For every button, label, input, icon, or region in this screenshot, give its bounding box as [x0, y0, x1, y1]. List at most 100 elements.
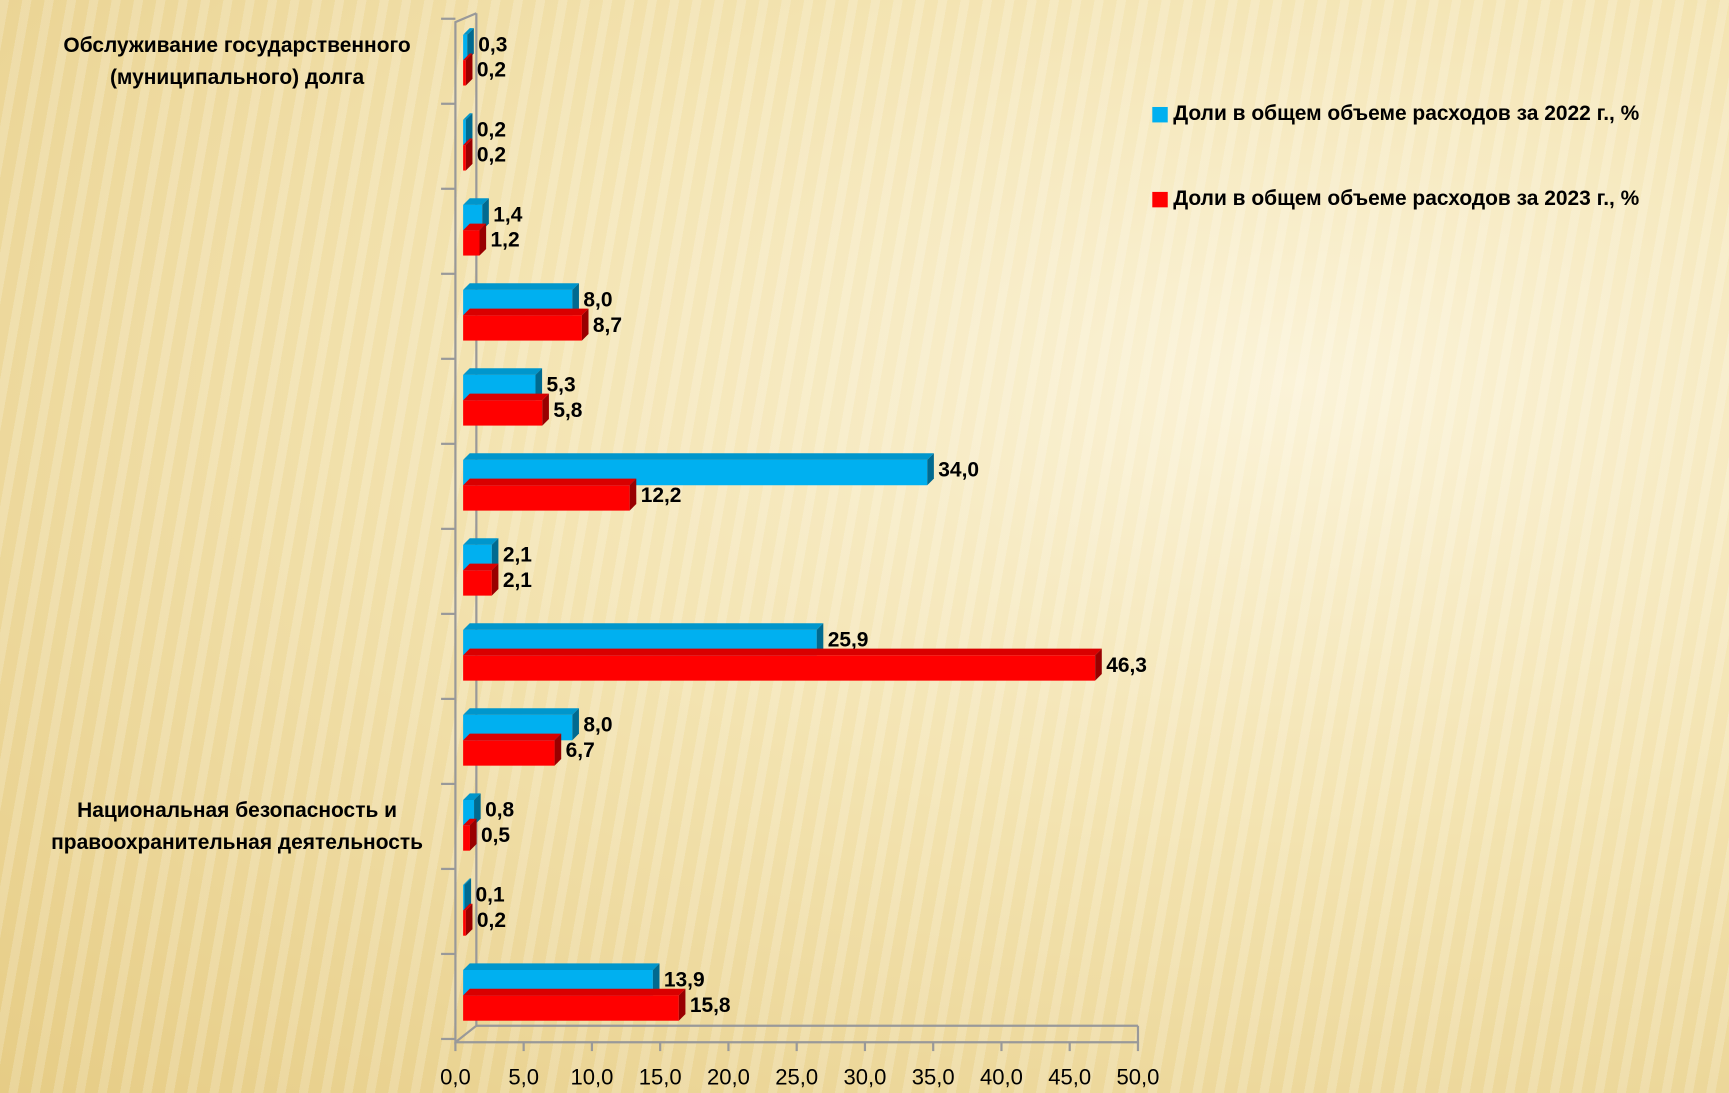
bar-side	[482, 198, 489, 231]
bar-front	[463, 740, 555, 766]
bar-front	[463, 655, 1096, 681]
bar	[463, 793, 481, 826]
x-tick-label: 15,0	[639, 1064, 682, 1089]
bar-top	[463, 818, 477, 826]
x-tick-label: 0,0	[440, 1064, 471, 1089]
y-tick-label: Национальная безопасность и правоохраните…	[51, 799, 423, 854]
data-label: 5,8	[553, 399, 582, 422]
data-label: 5,3	[547, 373, 576, 396]
legend-swatch	[1152, 191, 1168, 208]
x-tick-label: 45,0	[1048, 1064, 1091, 1089]
data-label: 2,1	[503, 543, 532, 566]
bar-side	[464, 878, 472, 911]
bar-side	[572, 708, 579, 741]
bar-top	[463, 138, 473, 146]
bar-front	[463, 825, 470, 851]
bar-side	[535, 368, 543, 401]
bar-top	[463, 283, 579, 290]
x-tick-label: 35,0	[912, 1064, 955, 1089]
x-tick-label: 5,0	[508, 1064, 539, 1089]
data-label: 0,8	[485, 799, 514, 822]
bar-side	[465, 53, 473, 86]
data-label: 2,1	[503, 569, 532, 592]
data-label: 0,2	[477, 59, 506, 82]
data-label: 12,2	[641, 484, 682, 507]
data-label: 1,2	[491, 229, 520, 252]
bar-top	[463, 988, 686, 996]
data-label: 6,7	[566, 739, 595, 762]
bar-front	[463, 995, 679, 1021]
bar-side	[479, 223, 487, 256]
data-label: 8,0	[583, 288, 612, 311]
data-label: 46,3	[1106, 654, 1147, 677]
data-label: 1,4	[493, 203, 522, 226]
bar-front	[463, 34, 468, 61]
bar	[463, 393, 549, 426]
bar-side	[467, 28, 474, 61]
bar-side	[927, 453, 934, 486]
data-label: 8,7	[593, 314, 622, 337]
bar-front	[463, 400, 543, 426]
x-tick-label: 10,0	[570, 1064, 613, 1089]
x-tick-label: 20,0	[707, 1064, 750, 1089]
bar	[463, 453, 934, 486]
bar-side	[465, 903, 473, 936]
bar-top	[463, 478, 637, 486]
data-label: 25,9	[828, 628, 869, 651]
bar-top	[463, 308, 589, 316]
bar-side	[572, 283, 579, 316]
bar-top	[463, 623, 824, 630]
label-line: правоохранительная деятельность	[51, 830, 423, 853]
bar-side	[816, 623, 824, 656]
data-label: 15,8	[690, 994, 731, 1017]
axis-frame	[454, 12, 1140, 1045]
bar-front	[463, 799, 475, 826]
x-tick-label: 50,0	[1117, 1064, 1160, 1089]
bar	[463, 878, 472, 911]
bar-side	[491, 538, 499, 571]
bar-front	[463, 910, 466, 936]
bar-front	[463, 60, 466, 86]
bar-side	[554, 733, 562, 766]
bar	[463, 308, 589, 341]
bar-top	[463, 793, 481, 800]
bar-top	[463, 538, 499, 545]
bar	[463, 478, 637, 511]
bar-side	[652, 963, 660, 996]
bar-side	[491, 563, 499, 596]
bar-front	[463, 570, 492, 596]
bar-top	[463, 563, 499, 571]
bar-top	[463, 113, 473, 120]
bar	[463, 988, 686, 1021]
bar	[463, 53, 473, 86]
bar-top	[463, 708, 579, 715]
bar-side	[678, 988, 686, 1021]
bar-side	[581, 308, 589, 341]
bar	[463, 818, 477, 851]
bar	[463, 138, 473, 171]
bar-side	[629, 478, 637, 511]
bar-top	[463, 368, 543, 375]
bar-top	[463, 223, 487, 231]
x-tick-label: 40,0	[980, 1064, 1023, 1089]
label-line: Национальная безопасность и	[77, 799, 397, 822]
bar	[463, 563, 499, 596]
bar-side	[469, 818, 477, 851]
bar-top	[463, 453, 934, 460]
bar-top	[463, 878, 472, 885]
data-label: 0,2	[477, 909, 506, 932]
data-label: 0,5	[481, 824, 510, 847]
x-tick-label: 25,0	[775, 1064, 818, 1089]
y-tick-label: Обслуживание государственного (муниципаль…	[63, 33, 410, 88]
bar-top	[463, 393, 549, 401]
data-label: 13,9	[664, 969, 705, 992]
bar-side	[465, 138, 473, 171]
bar-top	[463, 648, 1102, 656]
bar-front	[463, 230, 480, 256]
bar-side	[1095, 648, 1102, 681]
bar	[463, 113, 473, 146]
bar	[463, 28, 474, 61]
bar-front	[463, 884, 465, 911]
bar-front	[463, 119, 466, 146]
